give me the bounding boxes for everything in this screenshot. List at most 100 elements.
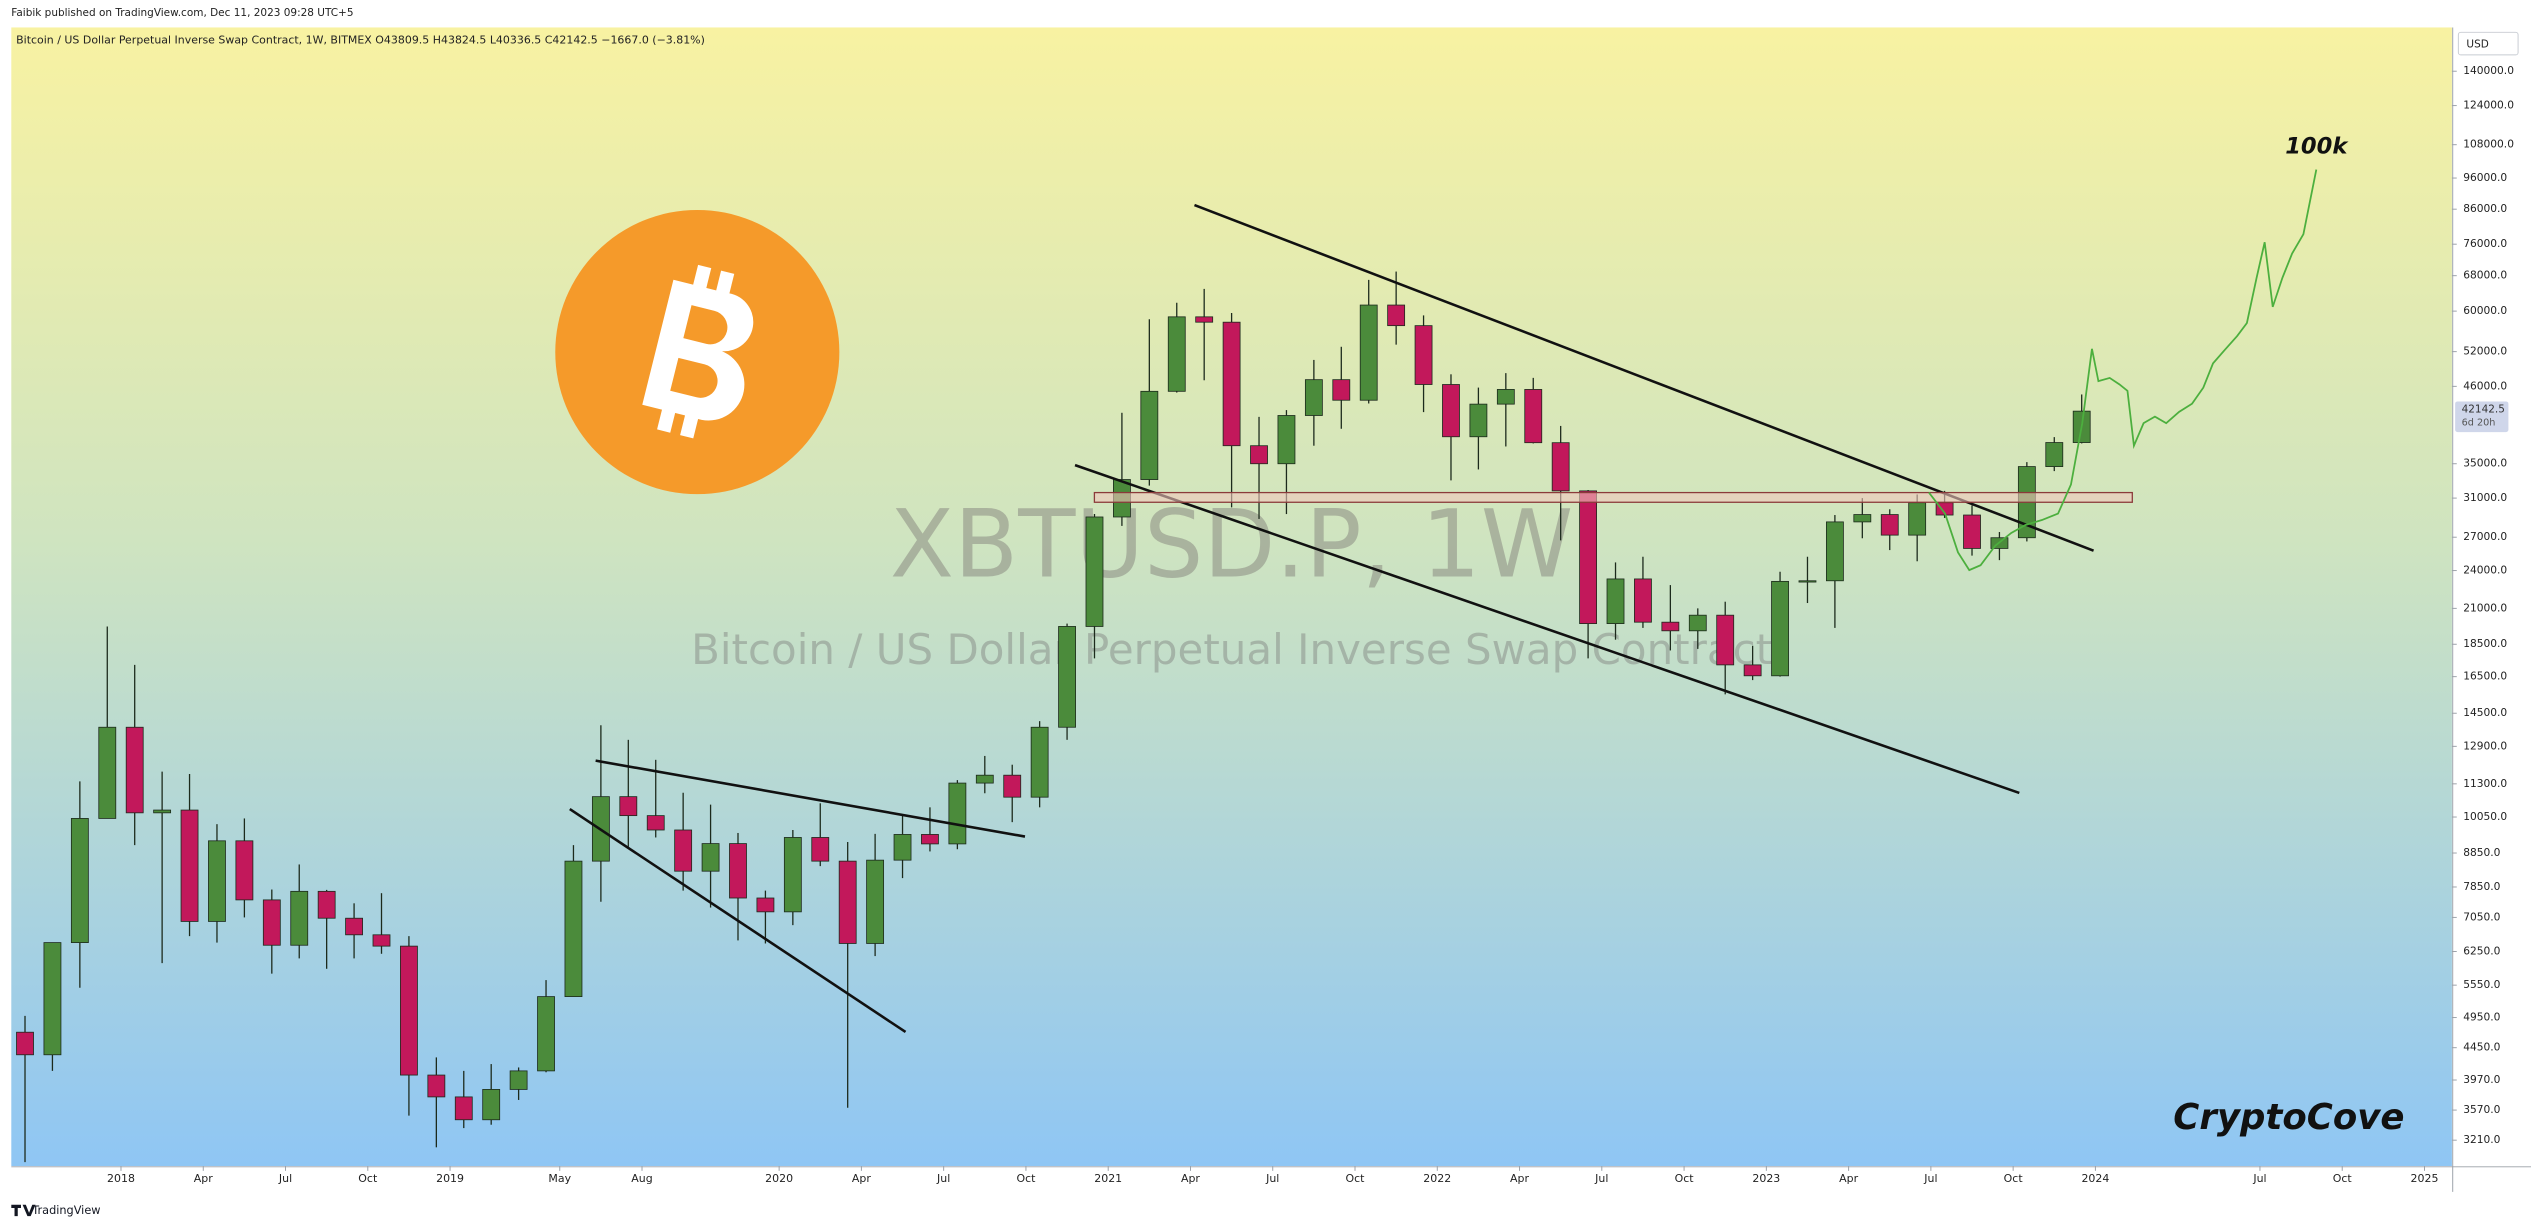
last-price-label: 42142.5: [2462, 404, 2505, 416]
x-tick-label: 2023: [1752, 1172, 1780, 1185]
y-tick-label: 46000.0: [2463, 379, 2507, 392]
x-tick-label: Oct: [1675, 1172, 1695, 1185]
x-tick-label: Oct: [2333, 1172, 2353, 1185]
candle-body: [1414, 325, 1433, 385]
x-tick-label: 2020: [765, 1172, 793, 1185]
candle-body: [208, 840, 226, 922]
candle-body: [1963, 514, 1981, 549]
x-tick-label: Oct: [2004, 1172, 2024, 1185]
projection-path: [1928, 169, 2318, 572]
x-tick-label: Apr: [1839, 1172, 1858, 1185]
y-tick-label: 124000.0: [2463, 99, 2514, 112]
watermark-symbol: XBTUSD.P, 1W: [890, 491, 1573, 600]
candle-body: [866, 859, 885, 944]
y-tick-label: 31000.0: [2463, 491, 2507, 504]
legend-line: Bitcoin / US Dollar Perpetual Inverse Sw…: [16, 33, 705, 46]
x-tick-label: Jul: [278, 1172, 292, 1185]
y-tick-label: 27000.0: [2463, 530, 2507, 543]
resistance-zone: [1093, 491, 2133, 503]
candle-body: [1606, 578, 1625, 625]
candle-body: [1442, 384, 1460, 438]
candle-body: [1716, 614, 1735, 666]
candle-body: [427, 1074, 446, 1098]
y-tick-label: 24000.0: [2463, 564, 2507, 577]
candle-body: [1551, 442, 1570, 492]
candle-body: [180, 809, 199, 922]
candle-body: [564, 860, 583, 998]
x-tick-label: May: [548, 1172, 571, 1185]
y-tick-label: 16500.0: [2463, 670, 2507, 683]
bitcoin-logo: [555, 209, 840, 495]
x-tick-label: 2025: [2411, 1172, 2439, 1185]
candle-body: [1496, 389, 1515, 405]
y-tick-label: 86000.0: [2463, 202, 2507, 215]
candle-body: [290, 890, 309, 946]
candle-body: [345, 917, 363, 936]
x-tick-label: Jul: [936, 1172, 950, 1185]
y-tick-label: 60000.0: [2463, 304, 2507, 317]
x-tick-label: 2018: [107, 1172, 135, 1185]
y-tick-label: 7850.0: [2463, 880, 2500, 893]
candle-body: [1387, 304, 1406, 327]
candle-body: [70, 818, 89, 944]
candle-body: [975, 774, 994, 784]
trendline: [569, 808, 907, 1034]
candle-body: [1140, 390, 1159, 480]
candle-body: [674, 829, 693, 872]
x-tick-label: 2021: [1094, 1172, 1122, 1185]
x-tick-label: Jul: [2252, 1172, 2266, 1185]
y-tick-label: 3570.0: [2463, 1103, 2500, 1116]
candle-body: [1825, 521, 1844, 582]
candle-body: [893, 834, 912, 861]
y-tick-label: 140000.0: [2463, 64, 2514, 77]
x-tick-label: Jul: [1923, 1172, 1937, 1185]
candle-body: [701, 843, 720, 872]
y-tick-label: 10050.0: [2463, 810, 2507, 823]
last-price-box: [2455, 401, 2509, 433]
candle-body: [1853, 514, 1872, 523]
candle-body: [729, 843, 747, 899]
candle-body: [1359, 304, 1378, 401]
candle-body: [509, 1070, 528, 1090]
candle-body: [125, 726, 144, 814]
candle-body: [1195, 316, 1214, 323]
x-tick-label: 2024: [2081, 1172, 2109, 1185]
countdown: 6d 20h: [2462, 417, 2496, 428]
candle-body: [1167, 316, 1186, 392]
candle-body: [1688, 614, 1707, 632]
candle-body: [1085, 516, 1104, 627]
candle-body: [1058, 626, 1076, 728]
x-tick-label: Aug: [631, 1172, 652, 1185]
candle-body: [921, 834, 939, 845]
candle-body: [838, 860, 857, 944]
candle-body: [400, 945, 418, 1076]
candle-body: [948, 782, 967, 845]
candle-body: [16, 1031, 34, 1056]
candle-body: [1798, 580, 1817, 583]
y-tick-label: 68000.0: [2463, 269, 2507, 282]
candle-body: [1579, 490, 1598, 625]
candle-body: [1030, 726, 1049, 798]
plot-background: [11, 27, 2452, 1167]
candle-body: [537, 996, 555, 1072]
x-tick-label: 2019: [436, 1172, 464, 1185]
x-tick-label: Oct: [1346, 1172, 1366, 1185]
x-tick-label: 2022: [1423, 1172, 1451, 1185]
x-tick-label: Oct: [358, 1172, 378, 1185]
candle-body: [372, 934, 391, 947]
candle-body: [1908, 502, 1927, 536]
y-tick-label: 4950.0: [2463, 1011, 2500, 1024]
candle-body: [646, 815, 665, 831]
candle-body: [1304, 379, 1323, 416]
y-tick-label: 3210.0: [2463, 1133, 2500, 1146]
annotation: CryptoCove: [2173, 1097, 2404, 1138]
publish-header: Faibik published on TradingView.com, Dec…: [11, 7, 353, 19]
candle-body: [98, 726, 117, 819]
candle-body: [262, 899, 281, 946]
annotation: 100k: [2285, 133, 2349, 159]
logo-glyph: [642, 264, 754, 439]
candle-body: [153, 809, 172, 814]
y-tick-label: 96000.0: [2463, 171, 2507, 184]
candle-body: [1771, 580, 1789, 677]
